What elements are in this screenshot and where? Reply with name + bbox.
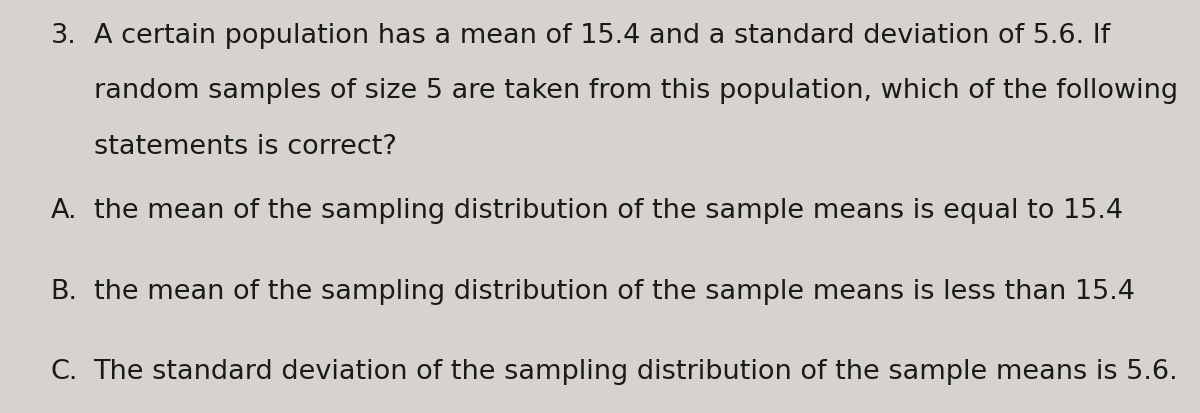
Text: the mean of the sampling distribution of the sample means is less than 15.4: the mean of the sampling distribution of… [94,279,1135,305]
Text: A certain population has a mean of 15.4 and a standard deviation of 5.6. If: A certain population has a mean of 15.4 … [94,23,1110,49]
Text: random samples of size 5 are taken from this population, which of the following: random samples of size 5 are taken from … [94,78,1177,104]
Text: The standard deviation of the sampling distribution of the sample means is 5.6.: The standard deviation of the sampling d… [94,359,1178,385]
Text: A.: A. [50,198,77,224]
Text: the mean of the sampling distribution of the sample means is equal to 15.4: the mean of the sampling distribution of… [94,198,1123,224]
Text: 3.: 3. [50,23,76,49]
Text: B.: B. [50,279,78,305]
Text: statements is correct?: statements is correct? [94,134,396,160]
Text: C.: C. [50,359,78,385]
